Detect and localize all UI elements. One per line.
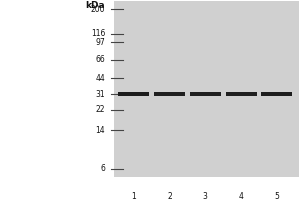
Text: 97: 97 (95, 38, 105, 47)
Bar (261, 92, 292, 96)
Text: 200: 200 (91, 5, 105, 14)
Text: 44: 44 (95, 74, 105, 83)
Bar (114, 1, 299, 177)
Text: 1: 1 (131, 192, 136, 200)
Text: kDa: kDa (85, 1, 105, 10)
Text: 116: 116 (91, 29, 105, 38)
Text: 5: 5 (274, 192, 279, 200)
Text: 3: 3 (203, 192, 208, 200)
Bar (118, 92, 149, 96)
Text: 4: 4 (238, 192, 244, 200)
Bar (190, 92, 221, 96)
Text: 66: 66 (95, 55, 105, 64)
Text: 2: 2 (167, 192, 172, 200)
Text: 31: 31 (96, 90, 105, 99)
Text: 6: 6 (100, 164, 105, 173)
Text: 14: 14 (96, 126, 105, 135)
Text: 22: 22 (96, 105, 105, 114)
Bar (226, 92, 256, 96)
Bar (154, 92, 185, 96)
